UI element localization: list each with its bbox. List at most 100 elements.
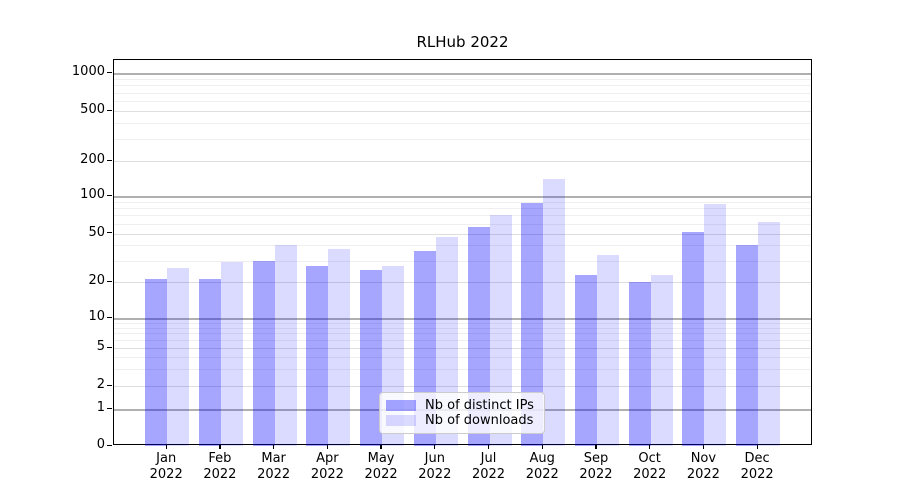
x-tick-mark <box>702 445 704 449</box>
x-tick-mark <box>649 445 651 449</box>
x-tick-label: Nov 2022 <box>686 451 720 482</box>
y-tick-mark <box>107 407 112 409</box>
bar-apr-ips <box>306 266 329 446</box>
x-tick-label: Jun 2022 <box>418 451 452 482</box>
y-tick-label: 20 <box>88 273 105 288</box>
x-tick-mark <box>434 445 436 449</box>
x-tick-mark <box>487 445 490 449</box>
bar-aug-ips <box>521 202 544 446</box>
gridline-major <box>114 196 811 198</box>
gridline-minor <box>114 245 811 247</box>
x-tick-label: Jul 2022 <box>471 451 506 482</box>
x-tick-mark <box>541 445 543 449</box>
gridline-minor <box>114 85 811 87</box>
gridline-minor <box>114 92 811 94</box>
gridline-minor <box>114 333 811 335</box>
y-tick-mark <box>107 346 112 348</box>
x-tick-label: Jan 2022 <box>149 451 183 482</box>
x-tick-mark <box>326 445 328 449</box>
y-tick-label: 200 <box>80 152 105 167</box>
x-tick-label: Mar 2022 <box>257 451 291 482</box>
y-tick-label: 100 <box>80 187 105 202</box>
legend-item-downloads: Nb of downloads <box>386 413 536 428</box>
x-tick-label: Sep 2022 <box>579 451 613 482</box>
x-tick-mark <box>165 445 167 449</box>
gridline-major <box>114 233 811 235</box>
gridline-minor <box>114 357 811 359</box>
x-tick-label: Dec 2022 <box>740 451 774 482</box>
gridline-major <box>114 73 811 75</box>
y-tick-mark <box>107 194 112 196</box>
legend-swatch-downloads <box>386 415 416 426</box>
bar-mar-ips <box>252 260 275 446</box>
x-tick-mark <box>756 445 758 449</box>
bar-feb-downloads <box>220 262 243 446</box>
x-tick-label: Oct 2022 <box>633 451 667 482</box>
legend-swatch-distinct-ips <box>386 400 416 411</box>
bar-jul-downloads <box>489 214 512 446</box>
x-tick-label: Aug 2022 <box>525 451 559 482</box>
bar-jul-ips <box>467 227 490 446</box>
bar-oct-downloads <box>650 274 673 446</box>
y-tick-label: 5 <box>96 339 105 354</box>
bar-oct-ips <box>628 282 651 446</box>
legend-label-downloads: Nb of downloads <box>425 413 534 428</box>
y-tick-label: 1 <box>96 400 105 415</box>
y-tick-mark <box>107 444 112 446</box>
gridline-minor <box>114 101 811 102</box>
gridline-minor <box>114 201 811 203</box>
gridline-major <box>114 161 811 162</box>
bar-jan-ips <box>145 279 168 446</box>
gridline-major <box>114 318 811 320</box>
bar-apr-downloads <box>328 249 351 446</box>
y-tick-label: 10 <box>88 309 105 324</box>
gridline-minor <box>114 340 811 342</box>
bar-may-ips <box>360 270 383 446</box>
x-tick-mark <box>219 445 221 449</box>
gridline-minor <box>114 138 811 140</box>
plot-area <box>113 59 812 446</box>
y-tick-mark <box>107 280 112 282</box>
gridline-minor <box>114 223 811 225</box>
x-tick-label: Apr 2022 <box>310 451 344 482</box>
x-tick-mark <box>595 445 597 449</box>
y-tick-label: 50 <box>88 224 105 240</box>
bar-jan-downloads <box>167 268 190 446</box>
bar-nov-ips <box>682 232 705 446</box>
x-tick-mark <box>273 445 275 449</box>
legend-item-distinct-ips: Nb of distinct IPs <box>386 398 536 413</box>
x-tick-label: Feb 2022 <box>203 451 237 482</box>
legend: Nb of distinct IPs Nb of downloads <box>379 392 545 434</box>
bar-sep-downloads <box>596 255 619 446</box>
y-tick-label: 500 <box>80 102 105 117</box>
y-tick-mark <box>107 316 112 318</box>
bar-nov-downloads <box>704 203 727 446</box>
bar-feb-ips <box>198 279 221 446</box>
y-tick-label: 2 <box>96 377 105 392</box>
legend-label-distinct-ips: Nb of distinct IPs <box>425 398 534 413</box>
bar-dec-ips <box>736 245 759 446</box>
y-tick-label: 0 <box>96 437 105 452</box>
bar-sep-ips <box>574 274 597 446</box>
x-tick-label: May 2022 <box>364 451 398 482</box>
gridline-minor <box>114 322 811 324</box>
bar-dec-downloads <box>758 221 781 446</box>
gridline-major <box>114 386 811 387</box>
x-tick-mark <box>380 445 382 449</box>
y-tick-mark <box>107 159 112 161</box>
gridline-minor <box>114 123 811 125</box>
gridline-minor <box>114 208 811 210</box>
y-tick-mark <box>107 232 112 234</box>
gridline-minor <box>114 369 811 371</box>
gridline-major <box>114 111 811 112</box>
y-tick-mark <box>107 71 112 73</box>
bar-mar-downloads <box>274 245 297 446</box>
chart-title: RLHub 2022 <box>416 33 509 51</box>
y-tick-mark <box>107 384 112 386</box>
gridline-major <box>114 282 811 283</box>
gridline-minor <box>114 260 811 262</box>
gridline-minor <box>114 215 811 217</box>
y-tick-label: 1000 <box>71 64 105 79</box>
gridline-minor <box>114 327 811 329</box>
